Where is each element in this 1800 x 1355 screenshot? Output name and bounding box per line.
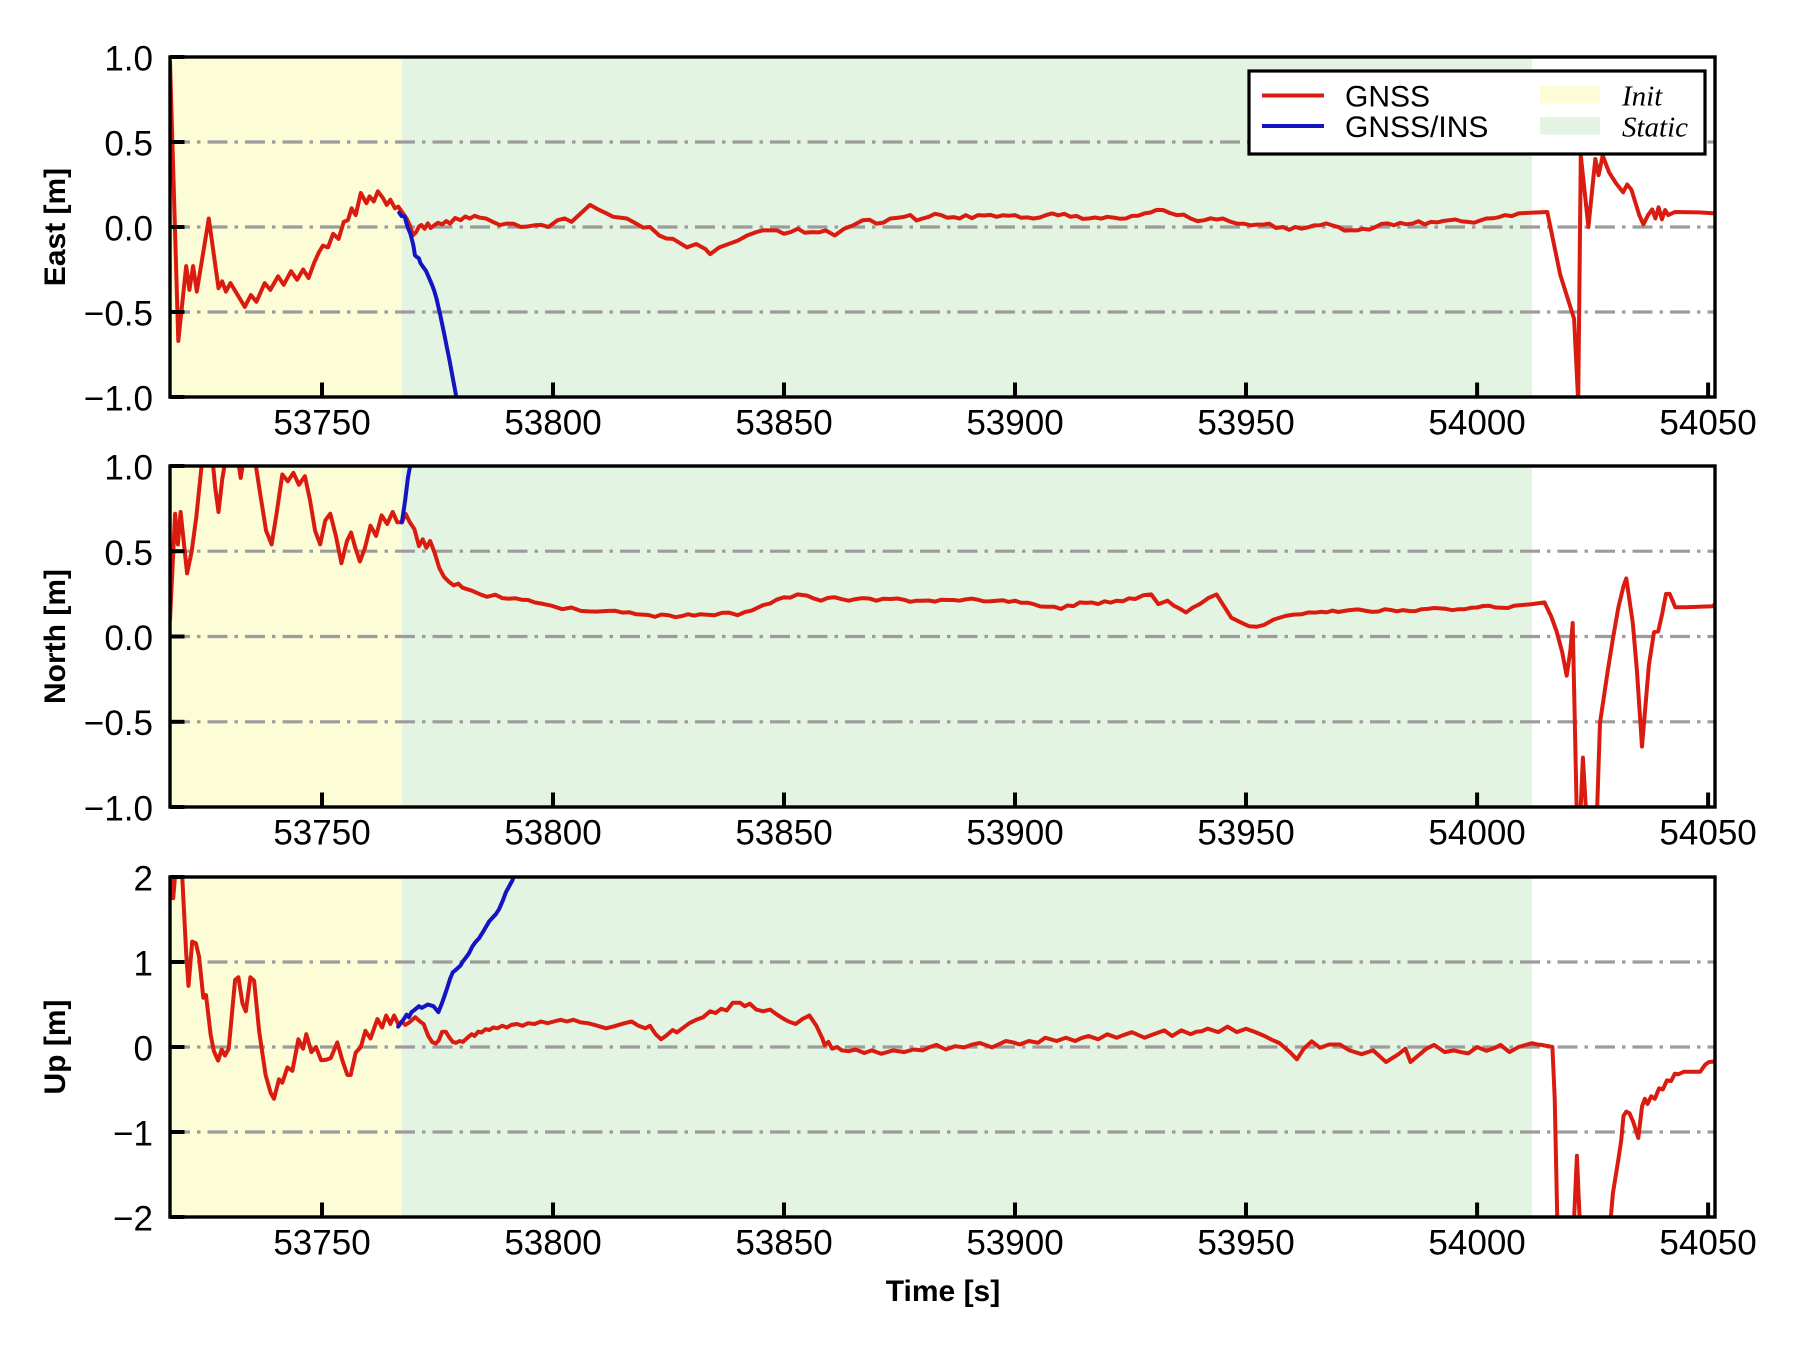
svg-text:1: 1: [134, 945, 153, 984]
svg-text:53850: 53850: [735, 814, 832, 853]
svg-text:GNSS: GNSS: [1345, 80, 1430, 113]
svg-text:−0.5: −0.5: [84, 295, 153, 334]
svg-text:GNSS/INS: GNSS/INS: [1345, 111, 1488, 144]
svg-text:0.0: 0.0: [104, 210, 153, 249]
svg-text:−2: −2: [113, 1200, 153, 1239]
svg-text:53750: 53750: [273, 814, 370, 853]
svg-text:−1.0: −1.0: [84, 380, 153, 419]
svg-text:0.5: 0.5: [104, 534, 153, 573]
svg-text:Init: Init: [1621, 80, 1663, 112]
svg-text:East [m]: East [m]: [39, 168, 72, 286]
svg-text:−1: −1: [113, 1115, 153, 1154]
svg-text:1.0: 1.0: [104, 449, 153, 488]
svg-text:Static: Static: [1622, 111, 1688, 143]
svg-text:Up [m]: Up [m]: [39, 1000, 72, 1095]
svg-text:54050: 54050: [1659, 404, 1756, 443]
svg-text:53800: 53800: [504, 404, 601, 443]
svg-text:53750: 53750: [273, 1224, 370, 1263]
svg-text:North [m]: North [m]: [39, 569, 72, 704]
svg-text:53850: 53850: [735, 404, 832, 443]
svg-text:0: 0: [134, 1030, 153, 1069]
svg-text:0.5: 0.5: [104, 125, 153, 164]
svg-text:53900: 53900: [966, 1224, 1063, 1263]
svg-text:−1.0: −1.0: [84, 790, 153, 829]
svg-text:53800: 53800: [504, 1224, 601, 1263]
svg-text:2: 2: [134, 860, 153, 899]
svg-text:53950: 53950: [1197, 404, 1294, 443]
svg-text:53950: 53950: [1197, 1224, 1294, 1263]
svg-text:53800: 53800: [504, 814, 601, 853]
svg-text:Time [s]: Time [s]: [886, 1275, 1000, 1308]
svg-text:54050: 54050: [1659, 1224, 1756, 1263]
svg-text:54050: 54050: [1659, 814, 1756, 853]
svg-text:53900: 53900: [966, 814, 1063, 853]
svg-text:53850: 53850: [735, 1224, 832, 1263]
svg-text:54000: 54000: [1428, 404, 1525, 443]
svg-text:53950: 53950: [1197, 814, 1294, 853]
svg-text:0.0: 0.0: [104, 619, 153, 658]
svg-text:1.0: 1.0: [104, 40, 153, 79]
svg-text:54000: 54000: [1428, 1224, 1525, 1263]
svg-text:53750: 53750: [273, 404, 370, 443]
svg-text:54000: 54000: [1428, 814, 1525, 853]
svg-text:−0.5: −0.5: [84, 704, 153, 743]
svg-text:53900: 53900: [966, 404, 1063, 443]
